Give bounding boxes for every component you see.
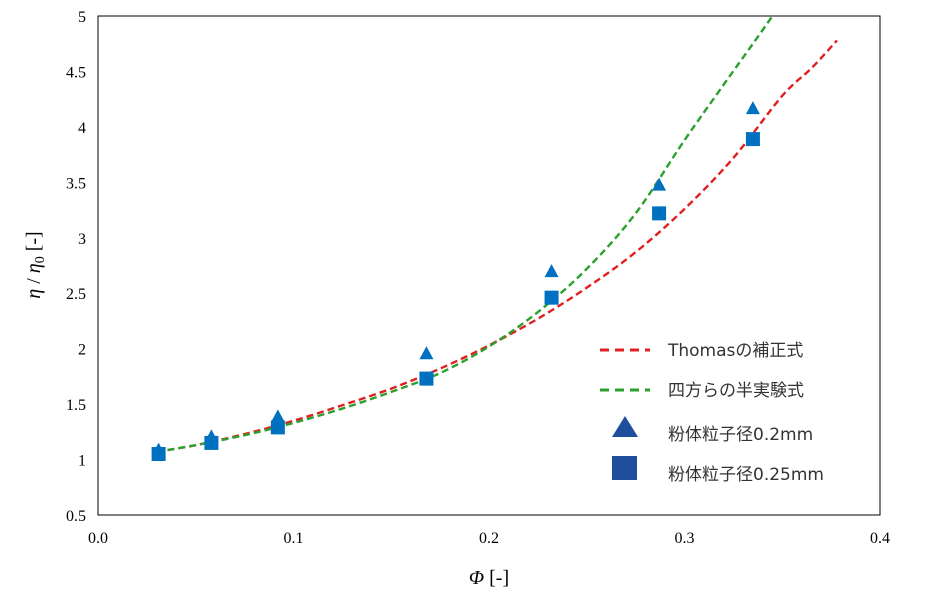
square-point [652, 206, 667, 221]
series-2 [156, 15, 774, 453]
x-tick-labels: 0.0 0.1 0.2 0.3 0.4 [88, 530, 890, 547]
legend-label-thomas: Thomasの補正式 [667, 341, 803, 361]
square-point [204, 435, 219, 450]
y-axis-title: η / η0 [-] [23, 231, 48, 298]
series-line-1 [156, 39, 838, 453]
series-line-2 [156, 15, 774, 453]
x-tick-label: 0.0 [88, 530, 108, 547]
triangle-point [270, 409, 285, 423]
legend-label-025mm: 粉体粒子径0.25mm [668, 465, 824, 485]
square-point [419, 371, 434, 386]
legend: Thomasの補正式 四方らの半実験式 粉体粒子径0.2mm 粉体粒子径0.25… [600, 341, 824, 485]
triangle-point [652, 177, 667, 191]
x-tick-label: 0.2 [479, 530, 499, 547]
legend-label-shikata: 四方らの半実験式 [668, 381, 804, 401]
series-4 [151, 132, 760, 462]
y-tick-label: 4.5 [66, 64, 86, 81]
y-tick-label: 3 [78, 231, 86, 248]
y-tick-label: 1 [78, 453, 86, 470]
x-axis-title: Φ [-] [469, 567, 509, 589]
y-tick-label: 4 [78, 120, 86, 137]
triangle-point [544, 264, 559, 278]
square-point [745, 132, 760, 147]
y-tick-label: 3.5 [66, 175, 86, 192]
legend-marker-triangle [612, 416, 638, 437]
y-tick-label: 5 [78, 9, 86, 26]
x-tick-label: 0.1 [284, 530, 304, 547]
y-tick-labels: 0.5 1 1.5 2 2.5 3 3.5 4 4.5 5 [66, 9, 86, 525]
y-tick-label: 2.5 [66, 286, 86, 303]
square-point [151, 447, 166, 462]
square-point [544, 290, 559, 305]
series-layer [151, 15, 838, 462]
y-tick-label: 0.5 [66, 508, 86, 525]
triangle-point [745, 101, 760, 115]
series-1 [156, 39, 838, 453]
y-tick-label: 2 [78, 342, 86, 359]
y-tick-label: 1.5 [66, 397, 86, 414]
x-tick-label: 0.3 [675, 530, 695, 547]
x-tick-label: 0.4 [870, 530, 890, 547]
legend-marker-square [612, 456, 637, 480]
plot-area [97, 15, 881, 516]
legend-label-02mm: 粉体粒子径0.2mm [668, 425, 813, 445]
square-point [270, 420, 285, 435]
triangle-point [419, 346, 434, 360]
